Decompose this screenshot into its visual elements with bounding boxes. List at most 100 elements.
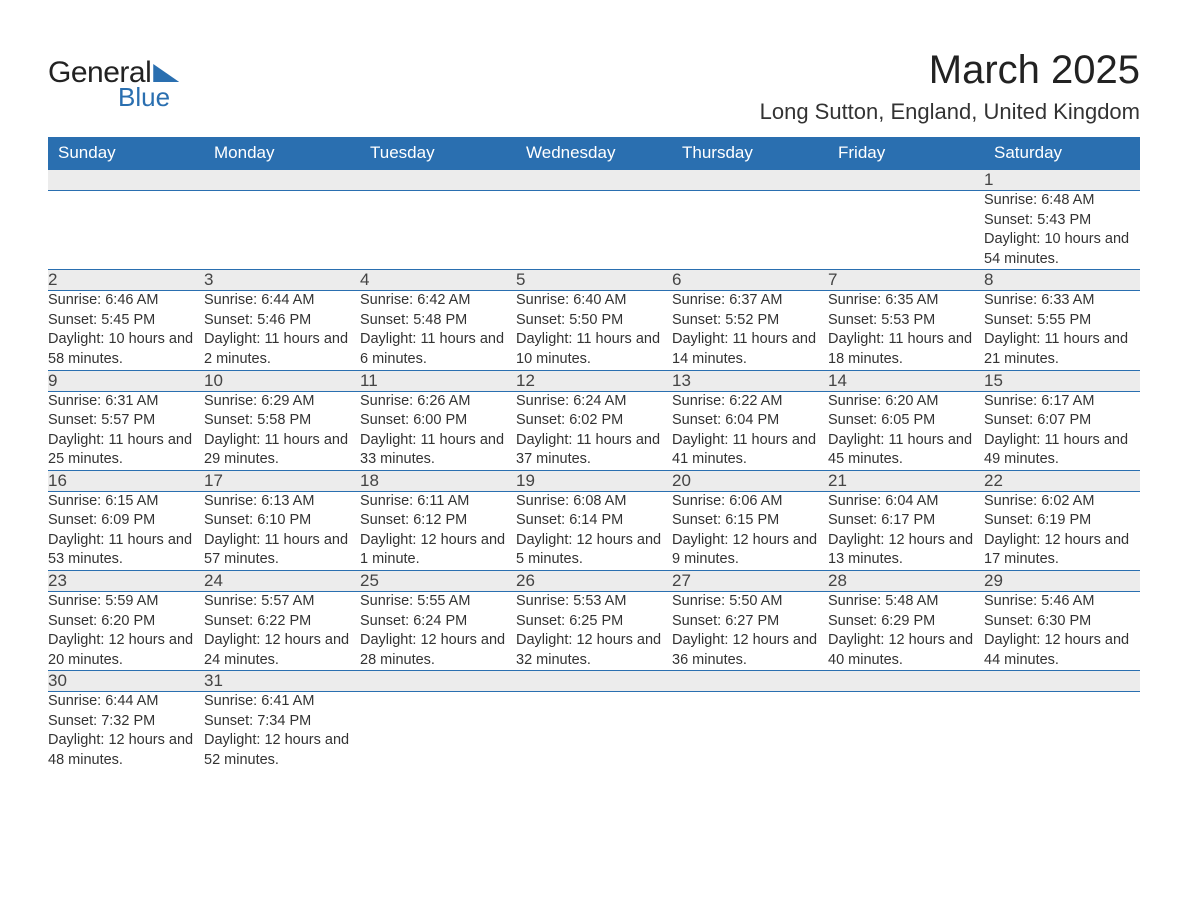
day-data-cell: Sunrise: 5:59 AMSunset: 6:20 PMDaylight:… — [48, 592, 204, 671]
daylight-line: Daylight: 10 hours and 58 minutes. — [48, 330, 204, 369]
logo-flag-icon — [153, 64, 179, 82]
day-number-cell: 29 — [984, 571, 1140, 592]
sunset-line: Sunset: 5:50 PM — [516, 311, 672, 331]
empty-cell — [360, 191, 516, 270]
daylight-line: Daylight: 11 hours and 37 minutes. — [516, 431, 672, 470]
day-number-cell: 24 — [204, 571, 360, 592]
sunset-line: Sunset: 7:34 PM — [204, 712, 360, 732]
sunset-line: Sunset: 6:15 PM — [672, 511, 828, 531]
calendar-table: SundayMondayTuesdayWednesdayThursdayFrid… — [48, 137, 1140, 771]
sunrise-line: Sunrise: 6:29 AM — [204, 392, 360, 412]
sunrise-line: Sunrise: 6:35 AM — [828, 291, 984, 311]
location-subtitle: Long Sutton, England, United Kingdom — [760, 99, 1140, 125]
day-number-cell: 25 — [360, 571, 516, 592]
daylight-line: Daylight: 11 hours and 57 minutes. — [204, 531, 360, 570]
empty-cell — [984, 692, 1140, 771]
day-number-row: 1 — [48, 170, 1140, 191]
day-data-cell: Sunrise: 6:24 AMSunset: 6:02 PMDaylight:… — [516, 391, 672, 470]
daylight-line: Daylight: 11 hours and 6 minutes. — [360, 330, 516, 369]
empty-cell — [828, 692, 984, 771]
day-data-row: Sunrise: 6:46 AMSunset: 5:45 PMDaylight:… — [48, 291, 1140, 370]
daylight-line: Daylight: 12 hours and 36 minutes. — [672, 631, 828, 670]
day-data-row: Sunrise: 6:31 AMSunset: 5:57 PMDaylight:… — [48, 391, 1140, 470]
day-number-cell: 19 — [516, 470, 672, 491]
daylight-line: Daylight: 12 hours and 32 minutes. — [516, 631, 672, 670]
sunrise-line: Sunrise: 6:33 AM — [984, 291, 1140, 311]
day-number-cell: 13 — [672, 370, 828, 391]
month-title: March 2025 — [760, 48, 1140, 93]
sunset-line: Sunset: 5:46 PM — [204, 311, 360, 331]
day-number-cell: 7 — [828, 270, 984, 291]
day-number-cell — [828, 671, 984, 692]
day-number-cell — [516, 170, 672, 191]
sunset-line: Sunset: 6:09 PM — [48, 511, 204, 531]
sunset-line: Sunset: 6:17 PM — [828, 511, 984, 531]
day-data-cell: Sunrise: 6:20 AMSunset: 6:05 PMDaylight:… — [828, 391, 984, 470]
sunrise-line: Sunrise: 6:44 AM — [204, 291, 360, 311]
day-data-cell: Sunrise: 6:41 AMSunset: 7:34 PMDaylight:… — [204, 692, 360, 771]
day-data-row: Sunrise: 6:48 AMSunset: 5:43 PMDaylight:… — [48, 191, 1140, 270]
day-data-row: Sunrise: 6:44 AMSunset: 7:32 PMDaylight:… — [48, 692, 1140, 771]
sunset-line: Sunset: 6:30 PM — [984, 612, 1140, 632]
sunset-line: Sunset: 6:29 PM — [828, 612, 984, 632]
weekday-header-row: SundayMondayTuesdayWednesdayThursdayFrid… — [48, 137, 1140, 170]
day-data-cell: Sunrise: 6:15 AMSunset: 6:09 PMDaylight:… — [48, 491, 204, 570]
weekday-header: Tuesday — [360, 137, 516, 170]
sunset-line: Sunset: 6:05 PM — [828, 411, 984, 431]
sunset-line: Sunset: 7:32 PM — [48, 712, 204, 732]
sunset-line: Sunset: 6:04 PM — [672, 411, 828, 431]
day-number-cell: 8 — [984, 270, 1140, 291]
sunset-line: Sunset: 5:45 PM — [48, 311, 204, 331]
empty-cell — [48, 191, 204, 270]
day-data-cell: Sunrise: 6:33 AMSunset: 5:55 PMDaylight:… — [984, 291, 1140, 370]
logo: General Blue — [48, 48, 179, 113]
weekday-header: Friday — [828, 137, 984, 170]
day-data-cell: Sunrise: 5:48 AMSunset: 6:29 PMDaylight:… — [828, 592, 984, 671]
day-data-cell: Sunrise: 6:44 AMSunset: 5:46 PMDaylight:… — [204, 291, 360, 370]
daylight-line: Daylight: 11 hours and 33 minutes. — [360, 431, 516, 470]
daylight-line: Daylight: 12 hours and 13 minutes. — [828, 531, 984, 570]
sunset-line: Sunset: 5:57 PM — [48, 411, 204, 431]
empty-cell — [672, 692, 828, 771]
sunset-line: Sunset: 6:22 PM — [204, 612, 360, 632]
sunset-line: Sunset: 5:53 PM — [828, 311, 984, 331]
empty-cell — [828, 191, 984, 270]
day-number-cell: 18 — [360, 470, 516, 491]
day-number-cell — [360, 170, 516, 191]
sunrise-line: Sunrise: 5:48 AM — [828, 592, 984, 612]
sunrise-line: Sunrise: 6:02 AM — [984, 492, 1140, 512]
sunset-line: Sunset: 6:20 PM — [48, 612, 204, 632]
day-number-cell: 12 — [516, 370, 672, 391]
sunset-line: Sunset: 5:43 PM — [984, 211, 1140, 231]
day-data-cell: Sunrise: 6:29 AMSunset: 5:58 PMDaylight:… — [204, 391, 360, 470]
sunrise-line: Sunrise: 6:26 AM — [360, 392, 516, 412]
sunset-line: Sunset: 6:14 PM — [516, 511, 672, 531]
daylight-line: Daylight: 12 hours and 52 minutes. — [204, 731, 360, 770]
daylight-line: Daylight: 12 hours and 24 minutes. — [204, 631, 360, 670]
day-number-cell: 21 — [828, 470, 984, 491]
daylight-line: Daylight: 12 hours and 40 minutes. — [828, 631, 984, 670]
day-data-cell: Sunrise: 6:46 AMSunset: 5:45 PMDaylight:… — [48, 291, 204, 370]
empty-cell — [516, 191, 672, 270]
day-number-cell: 27 — [672, 571, 828, 592]
sunrise-line: Sunrise: 6:48 AM — [984, 191, 1140, 211]
day-data-cell: Sunrise: 6:44 AMSunset: 7:32 PMDaylight:… — [48, 692, 204, 771]
sunrise-line: Sunrise: 6:17 AM — [984, 392, 1140, 412]
sunrise-line: Sunrise: 5:53 AM — [516, 592, 672, 612]
sunset-line: Sunset: 5:55 PM — [984, 311, 1140, 331]
sunset-line: Sunset: 6:00 PM — [360, 411, 516, 431]
day-data-cell: Sunrise: 6:02 AMSunset: 6:19 PMDaylight:… — [984, 491, 1140, 570]
sunrise-line: Sunrise: 6:37 AM — [672, 291, 828, 311]
day-number-cell: 20 — [672, 470, 828, 491]
daylight-line: Daylight: 11 hours and 29 minutes. — [204, 431, 360, 470]
day-number-cell: 30 — [48, 671, 204, 692]
sunrise-line: Sunrise: 5:57 AM — [204, 592, 360, 612]
day-data-cell: Sunrise: 5:46 AMSunset: 6:30 PMDaylight:… — [984, 592, 1140, 671]
day-number-cell: 15 — [984, 370, 1140, 391]
sunrise-line: Sunrise: 6:20 AM — [828, 392, 984, 412]
daylight-line: Daylight: 12 hours and 5 minutes. — [516, 531, 672, 570]
day-number-cell: 9 — [48, 370, 204, 391]
day-number-cell — [672, 170, 828, 191]
weekday-header: Sunday — [48, 137, 204, 170]
daylight-line: Daylight: 12 hours and 20 minutes. — [48, 631, 204, 670]
